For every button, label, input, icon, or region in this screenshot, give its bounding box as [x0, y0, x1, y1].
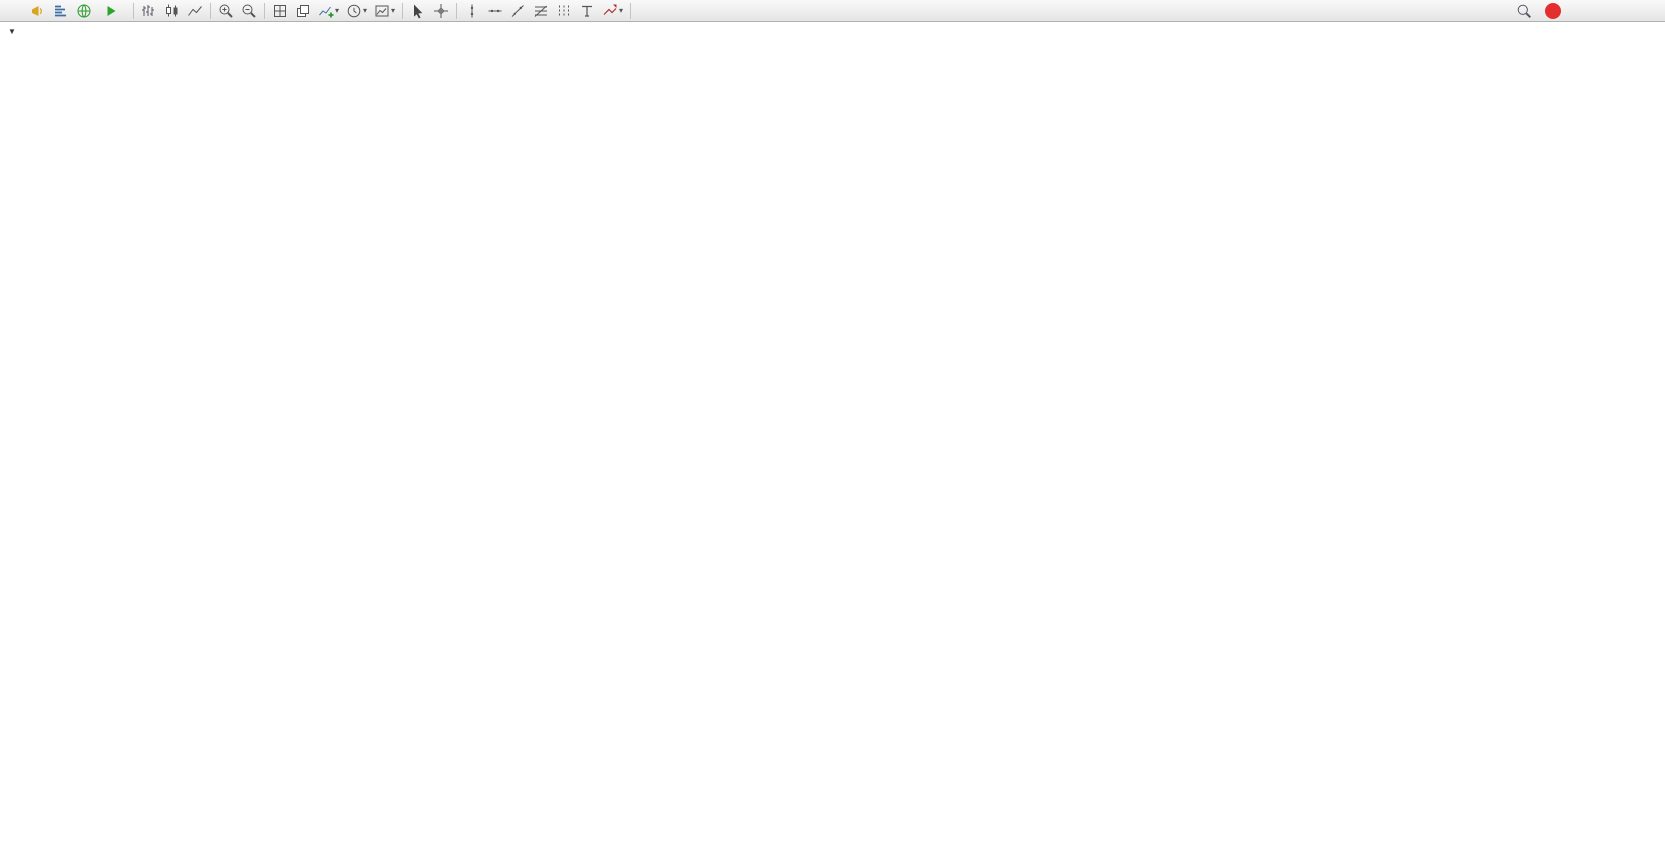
indicator-add-icon [318, 3, 334, 19]
bar-chart-icon [141, 3, 157, 19]
trendline-button[interactable] [507, 1, 529, 21]
search-icon [1516, 3, 1532, 19]
auto-trading-button[interactable] [96, 1, 129, 21]
horizontal-line-button[interactable] [484, 1, 506, 21]
megaphone-icon [30, 3, 46, 19]
vertical-line-button[interactable] [461, 1, 483, 21]
globe-icon [76, 3, 92, 19]
notification-badge[interactable] [1545, 2, 1561, 19]
chevron-down-icon: ▾ [335, 6, 340, 15]
price-chart[interactable] [0, 22, 1665, 841]
line-chart-icon [187, 3, 203, 19]
candlestick-icon [164, 3, 180, 19]
cycle-lines-icon [556, 3, 572, 19]
signals-button[interactable] [27, 1, 49, 21]
toolbar: ▾ ▾ ▾ ▾ [0, 0, 1665, 22]
chart-window: ▼ [0, 22, 1665, 841]
levels-icon [53, 3, 69, 19]
cascade-windows-button[interactable] [292, 1, 314, 21]
toolbar-separator [630, 2, 632, 19]
fibonacci-icon [533, 3, 549, 19]
market-depth-button[interactable] [50, 1, 72, 21]
crosshair-button[interactable] [430, 1, 452, 21]
periods-button[interactable]: ▾ [343, 1, 370, 21]
zoom-in-button[interactable] [215, 1, 237, 21]
horizontal-line-icon [487, 3, 503, 19]
tile-windows-button[interactable] [269, 1, 291, 21]
play-icon [103, 3, 119, 19]
crosshair-icon [433, 3, 449, 19]
toolbar-separator [456, 2, 458, 19]
community-button[interactable] [73, 1, 95, 21]
zoom-in-icon [218, 3, 234, 19]
cursor-button[interactable] [407, 1, 429, 21]
arrows-tool-button[interactable]: ▾ [599, 1, 626, 21]
candlestick-chart-button[interactable] [161, 1, 183, 21]
cycle-lines-button[interactable] [553, 1, 575, 21]
clock-icon [346, 3, 362, 19]
chevron-down-icon: ▾ [363, 6, 368, 15]
chevron-down-icon: ▾ [391, 6, 396, 15]
toolbar-right-group [1513, 1, 1561, 21]
zoom-out-icon [241, 3, 257, 19]
vertical-line-icon [464, 3, 480, 19]
zoom-out-button[interactable] [238, 1, 260, 21]
text-tool-button[interactable] [576, 1, 598, 21]
templates-button[interactable]: ▾ [371, 1, 398, 21]
fibonacci-button[interactable] [530, 1, 552, 21]
toolbar-separator [210, 2, 211, 19]
cascade-windows-icon [295, 3, 311, 19]
template-icon [374, 3, 390, 19]
text-tool-icon [579, 3, 595, 19]
search-button[interactable] [1513, 1, 1535, 21]
arrows-tool-icon [602, 3, 618, 19]
toolbar-separator [402, 2, 404, 19]
toolbar-separator [133, 2, 134, 19]
new-order-button[interactable] [4, 1, 26, 21]
indicators-button[interactable]: ▾ [315, 1, 342, 21]
trendline-icon [510, 3, 526, 19]
toolbar-separator [264, 2, 265, 19]
line-chart-button[interactable] [184, 1, 206, 21]
bar-chart-button[interactable] [138, 1, 160, 21]
chevron-down-icon: ▾ [619, 6, 624, 15]
cursor-icon [410, 3, 426, 19]
tile-windows-icon [272, 3, 288, 19]
